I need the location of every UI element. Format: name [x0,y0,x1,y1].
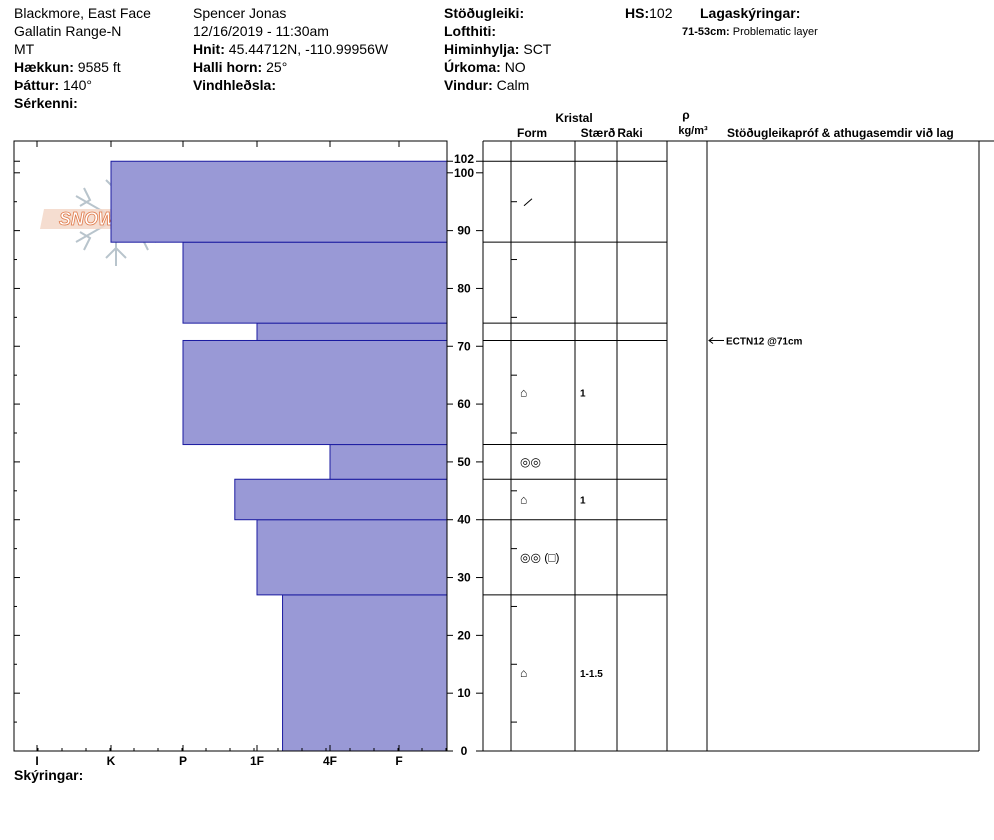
wind-loading-label: Vindhleðsla: [193,77,276,93]
elevation: Hækkun: 9585 ft [14,58,121,76]
form-header: Form [517,126,547,140]
crystal-form-symbol: ⌂ [520,386,527,400]
stability-tests: ECTN12 @71cm [708,336,803,347]
aspect: Þáttur: 140° [14,76,92,94]
size-header: Stærð [581,126,616,140]
coords-value: 45.44712N, -110.99956W [228,41,389,57]
x-tick-label: I [35,754,38,768]
state: MT [14,41,35,57]
sky-label: Himinhylja: [444,41,520,57]
stability: Stöðugleiki: [444,4,524,22]
layer-note: 71-53cm: Problematic layer [682,23,818,41]
hs-label: HS: [625,5,650,21]
test-label: ECTN12 @71cm [726,336,803,347]
density-unit-header: kg/m³ [678,125,708,137]
hardness-bar-7 [110,160,448,243]
hardness-bar-6 [182,241,448,324]
y-tick-label: 60 [457,397,471,411]
crystal-form-symbol [523,198,533,207]
y-tick-label: 50 [457,455,471,469]
sky-value: SCT [523,41,552,57]
y-tick-label: 100 [454,166,474,180]
rho-header: ρ [682,108,689,122]
crystal-form-symbol: ⌂ [520,492,527,506]
crystal-size: 1-1.5 [580,669,603,680]
aspect-value: 140° [63,77,92,93]
hardness-bar-3 [329,444,448,480]
sky-cover: Himinhylja: SCT [444,40,551,58]
slope-angle: Halli horn: 25° [193,58,287,76]
layer-note-text: Problematic layer [732,26,818,38]
crystal-table-headers: Kristal Form Stærð Raki ρ kg/m³ Stöðugle… [517,108,954,140]
elevation-value: 9585 ft [77,59,121,75]
crystal-header: Kristal [555,111,592,125]
tests-header: Stöðugleikapróf & athugasemdir við lag [727,126,954,140]
aspect-label: Þáttur: [14,77,60,93]
layer-boundaries [483,160,667,596]
wind-value: Calm [496,77,530,93]
precip-label: Úrkoma: [444,59,501,75]
wind-label: Vindur: [444,77,493,93]
layer-notes-label: Lagaskýringar: [700,5,801,21]
wind-loading: Vindhleðsla: [193,76,276,94]
hs-value: 102 [649,5,673,21]
crystal-form-symbol: ◎◎ (□) [520,550,560,564]
notes-label: Skýringar: [14,767,84,783]
crystal-size: 1 [580,495,586,506]
features: Sérkenni: [14,94,78,112]
y-tick-label: 90 [457,224,471,238]
crystal-size: 1 [580,389,586,400]
crystal-form-symbol: ◎◎ [520,455,541,469]
y-tick-label: 10 [457,686,471,700]
air-temp-label: Lofthiti: [444,23,497,39]
crystal-form-symbol: ⌂ [520,666,527,680]
y-tick-label: 40 [457,513,471,527]
observer: Spencer Jonas [193,5,287,21]
hardness-bar-2 [234,478,448,521]
crystal-rows: ⌂ 1 ◎◎ ⌂ 1 ◎◎ (□) ⌂ 1-1.5 [520,198,603,680]
crystal-table [482,140,994,752]
hardness-bar-1 [256,519,448,596]
hardness-bar-0 [282,594,448,752]
y-tick-label: 102 [454,152,474,166]
x-tick-label: K [107,754,116,768]
y-tick-label: 70 [457,339,471,353]
hardness-bars [110,160,448,752]
hardness-bar-4 [182,339,448,446]
stability-label: Stöðugleiki: [444,5,525,21]
features-label: Sérkenni: [14,95,78,111]
range: Gallatin Range-N [14,23,122,39]
x-tick-label: P [179,754,187,768]
moisture-header: Raki [617,126,642,140]
hardness-bar-5 [256,322,448,341]
slope-value: 25° [266,59,288,75]
y-tick-label: 20 [457,628,471,642]
hardness-axis: I K P 1F 4F F [35,141,447,768]
test-arrow-head [708,337,714,344]
y-tick-label: 80 [457,281,471,295]
precip-value: NO [504,59,526,75]
air-temp: Lofthiti: [444,22,496,40]
y-tick-label: 0 [461,744,468,758]
coordinates: Hnit: 45.44712N, -110.99956W [193,40,388,58]
x-tick-label: 4F [323,754,337,768]
snow-height: HS:102 [625,4,672,22]
datetime: 12/16/2019 - 11:30am [193,23,329,39]
y-tick-label: 30 [457,571,471,585]
location: Blackmore, East Face [14,5,151,21]
coords-label: Hnit: [193,41,225,57]
precipitation: Úrkoma: NO [444,58,526,76]
layer-note-range: 71-53cm: [682,26,730,38]
x-tick-label: 1F [250,754,264,768]
elevation-label: Hækkun: [14,59,74,75]
slope-label: Halli horn: [193,59,263,75]
x-tick-label: F [395,754,402,768]
wind: Vindur: Calm [444,76,529,94]
